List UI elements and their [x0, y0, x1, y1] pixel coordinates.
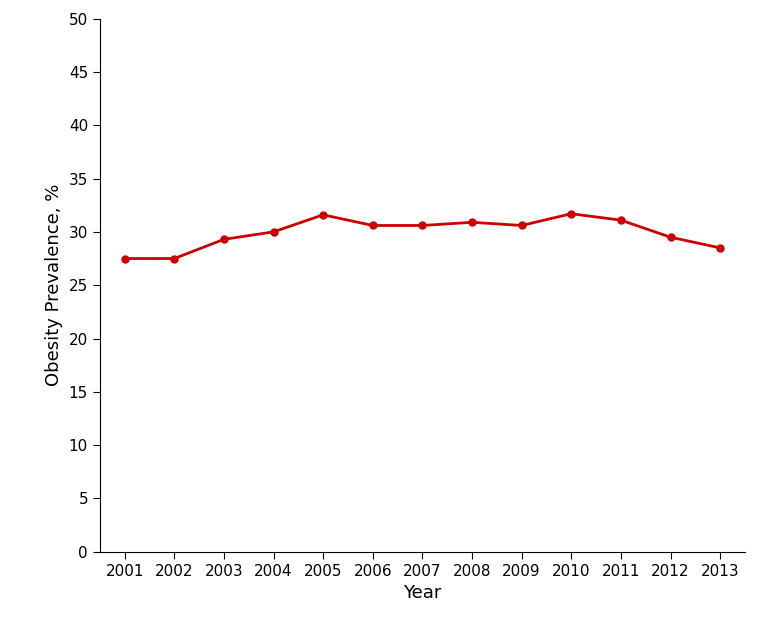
Y-axis label: Obesity Prevalence, %: Obesity Prevalence, %: [45, 184, 63, 386]
X-axis label: Year: Year: [403, 584, 442, 602]
